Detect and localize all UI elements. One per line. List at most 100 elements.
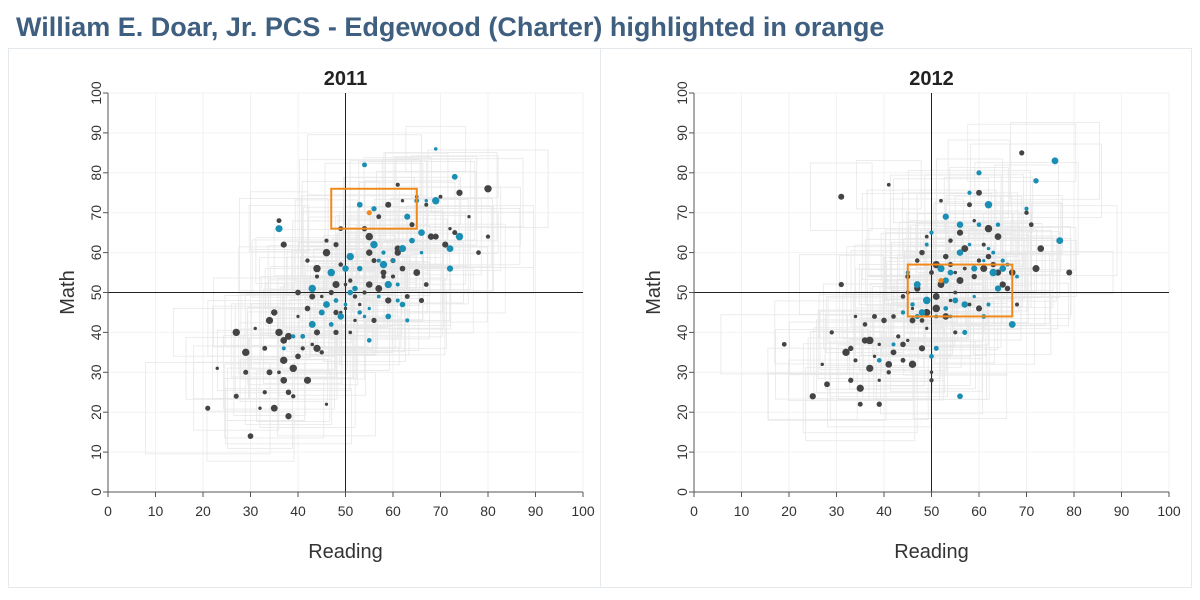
confidence-box xyxy=(259,332,356,428)
data-point xyxy=(314,274,320,279)
confidence-box xyxy=(322,271,407,362)
data-point xyxy=(925,326,929,331)
data-point xyxy=(328,289,334,296)
data-point xyxy=(390,258,396,263)
confidence-box xyxy=(1025,251,1114,295)
data-point xyxy=(986,246,991,251)
data-point xyxy=(972,294,976,299)
data-point xyxy=(419,250,424,255)
series-other_school xyxy=(205,182,492,439)
data-point xyxy=(365,281,373,288)
confidence-box xyxy=(405,125,467,172)
data-point xyxy=(289,364,297,373)
data-point xyxy=(942,277,949,284)
confidence-box xyxy=(935,158,1004,227)
data-point xyxy=(1056,237,1064,245)
data-point xyxy=(923,308,931,317)
data-point xyxy=(281,346,286,351)
data-point xyxy=(856,384,864,392)
data-point xyxy=(918,345,926,352)
y-tick-label: 50 xyxy=(674,285,690,301)
data-point xyxy=(918,309,926,316)
data-point xyxy=(937,264,945,273)
data-point xyxy=(976,189,982,196)
data-point xyxy=(910,302,915,307)
y-tick-label: 90 xyxy=(674,125,690,141)
data-point xyxy=(994,285,1002,292)
data-point xyxy=(205,405,211,411)
data-point xyxy=(266,369,273,376)
data-point xyxy=(967,202,972,208)
data-point xyxy=(957,393,963,400)
data-point xyxy=(318,309,325,316)
data-point xyxy=(385,313,392,320)
data-point xyxy=(366,338,372,343)
data-point xyxy=(333,329,339,336)
data-point xyxy=(324,238,329,243)
data-point xyxy=(284,332,292,340)
x-tick-label: 0 xyxy=(104,503,112,519)
confidence-box xyxy=(994,164,1059,261)
x-tick-label: 50 xyxy=(924,503,940,519)
data-point xyxy=(242,348,250,357)
data-point xyxy=(929,230,934,235)
data-point xyxy=(872,313,877,319)
highlight-point xyxy=(366,210,372,216)
data-point xyxy=(333,242,339,248)
data-point xyxy=(346,252,354,261)
confidence-box xyxy=(244,359,333,426)
data-point xyxy=(371,258,377,264)
data-point xyxy=(313,329,321,336)
confidence-box xyxy=(216,329,351,391)
data-point xyxy=(982,258,986,263)
y-tick-label: 60 xyxy=(674,245,690,261)
y-tick-label: 70 xyxy=(674,205,690,221)
data-point xyxy=(857,401,863,407)
confidence-box xyxy=(862,320,925,368)
y-tick-label: 80 xyxy=(674,165,690,181)
data-point xyxy=(357,265,363,272)
data-point xyxy=(452,230,458,236)
data-point xyxy=(348,278,353,283)
confidence-box xyxy=(364,180,460,269)
data-point xyxy=(380,269,387,276)
confidence-box xyxy=(291,249,353,344)
confidence-box xyxy=(240,293,365,380)
confidence-box xyxy=(950,251,1046,326)
data-point xyxy=(924,234,929,239)
confidence-box xyxy=(775,329,870,400)
data-point xyxy=(848,345,854,352)
main-title: William E. Doar, Jr. PCS - Edgewood (Cha… xyxy=(16,12,885,42)
data-point xyxy=(956,277,964,285)
data-point xyxy=(962,329,968,335)
data-point xyxy=(398,245,407,253)
x-axis-title: Reading xyxy=(894,541,969,563)
data-point xyxy=(433,147,438,151)
confidence-box xyxy=(902,192,1018,257)
x-tick-label: 10 xyxy=(148,503,164,519)
data-point xyxy=(952,297,959,304)
confidence-box xyxy=(307,134,422,196)
data-point xyxy=(399,265,406,272)
data-point xyxy=(981,242,986,247)
confidence-box xyxy=(239,198,329,292)
confidence-box xyxy=(374,198,469,267)
data-point xyxy=(994,233,1002,240)
confidence-box xyxy=(813,327,946,394)
data-point xyxy=(366,249,373,256)
data-point xyxy=(999,281,1006,288)
y-tick-label: 100 xyxy=(674,81,690,105)
y-tick-label: 60 xyxy=(88,245,104,261)
data-point xyxy=(939,198,943,203)
data-point xyxy=(967,242,972,247)
confidence-box xyxy=(398,208,521,266)
data-point xyxy=(309,293,316,300)
confidence-box xyxy=(935,282,995,327)
data-point xyxy=(432,197,440,205)
confidence-box xyxy=(380,210,444,271)
data-point xyxy=(943,306,949,311)
data-point xyxy=(886,182,891,187)
data-point xyxy=(1014,302,1020,307)
data-point xyxy=(333,309,339,316)
y-tick-label: 0 xyxy=(674,488,690,496)
